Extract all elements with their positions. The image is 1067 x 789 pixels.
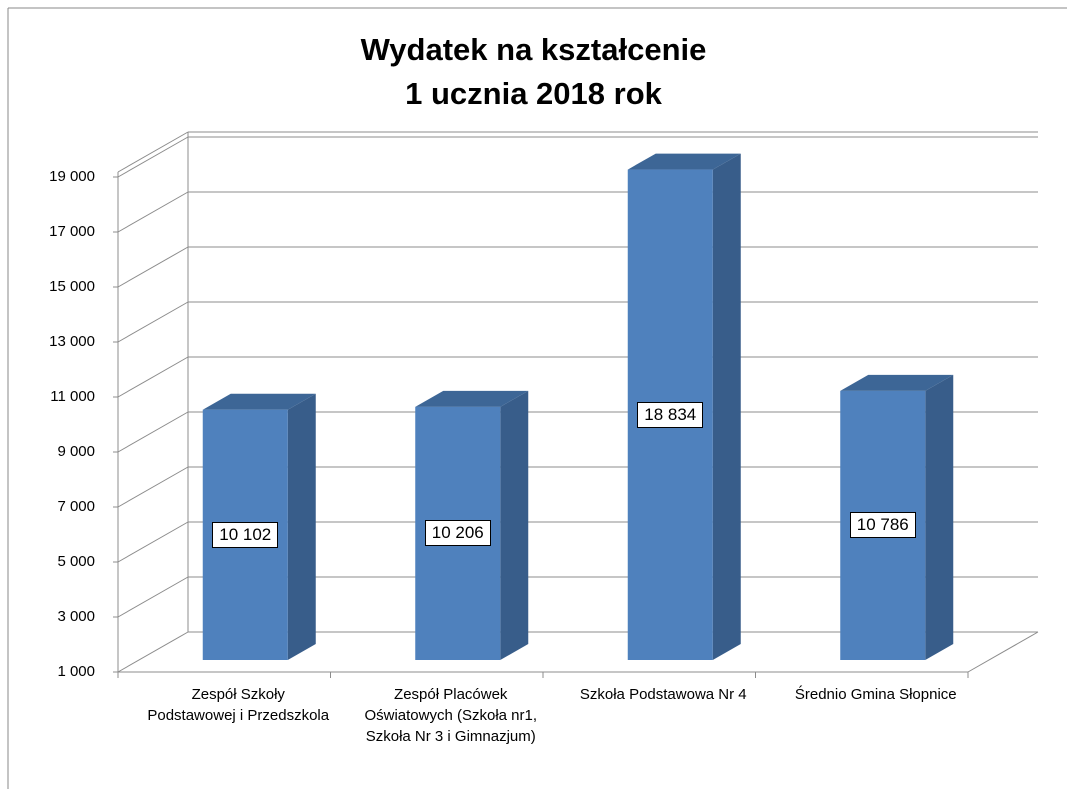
grid-line (117, 301, 189, 343)
x-tick-label: Zespół Placówek Oświatowych (Szkoła nr1,… (364, 686, 538, 745)
y-tick-label: 1 000 (57, 663, 95, 680)
data-label: 10 206 (424, 520, 491, 547)
bar-side (925, 374, 954, 660)
bar-top (415, 390, 529, 407)
bar-top (202, 393, 316, 410)
y-tick-label: 11 000 (50, 388, 95, 405)
bar-side (500, 390, 529, 660)
grid-line (117, 136, 189, 178)
y-tick-label: 9 000 (57, 443, 95, 460)
y-tick-label: 13 000 (49, 333, 95, 350)
grid-line (117, 631, 189, 673)
grid-line (117, 466, 189, 508)
y-tick-label: 15 000 (49, 278, 95, 295)
bar-side (712, 153, 741, 660)
y-tick-label: 7 000 (57, 498, 95, 515)
grid-line (117, 191, 189, 233)
y-tick-label: 19 000 (49, 168, 95, 185)
floor-side (967, 631, 1039, 673)
grid-line (117, 521, 189, 563)
bar-top (840, 374, 954, 391)
grid-line (117, 246, 189, 288)
bar-top (627, 153, 741, 170)
data-label: 10 102 (212, 521, 279, 548)
bar-side (287, 393, 316, 660)
top-edge (117, 131, 189, 173)
y-tick-label: 17 000 (49, 223, 95, 240)
y-tick-label: 5 000 (57, 553, 95, 570)
y-tick-label: 3 000 (57, 608, 95, 625)
grid-line (117, 411, 189, 453)
x-tick-label: Zespół Szkoły Podstawowej i Przedszkola (147, 686, 330, 724)
data-label: 18 834 (637, 401, 704, 428)
x-tick-label: Szkoła Podstawowa Nr 4 (579, 686, 747, 703)
data-label: 10 786 (849, 512, 916, 539)
x-tick-label: Średnio Gmina Słopnice (794, 686, 957, 703)
grid-line (117, 356, 189, 398)
grid-line (117, 576, 189, 618)
chart-title: Wydatek na kształcenie 1 ucznia 2018 rok (360, 32, 707, 111)
